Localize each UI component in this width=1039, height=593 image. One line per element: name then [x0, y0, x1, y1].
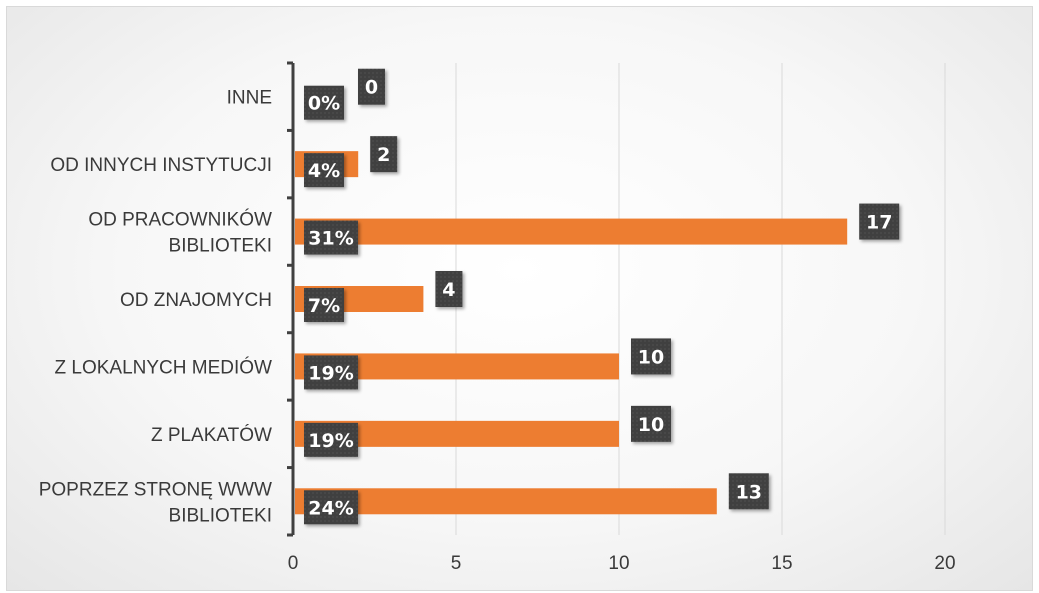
value-label-box — [631, 338, 671, 375]
percent-label-box — [304, 220, 358, 255]
percent-label: 31% — [308, 228, 353, 250]
value-label-box — [370, 136, 398, 173]
bar — [295, 218, 848, 245]
category-label: BIBLIOTEKI — [169, 236, 272, 257]
value-label: 4 — [442, 279, 455, 301]
category-label: INNE — [227, 88, 272, 109]
value-label-box — [358, 68, 385, 105]
percent-label-box — [304, 153, 344, 188]
value-label: 17 — [866, 212, 892, 234]
value-label: 13 — [736, 481, 762, 503]
value-label-box — [631, 405, 671, 442]
percent-label: 0% — [308, 93, 340, 115]
value-label-box — [435, 271, 463, 307]
percent-label: 7% — [308, 295, 340, 317]
value-label: 2 — [377, 144, 390, 166]
category-label: OD INNYCH INSTYTUCJI — [50, 155, 272, 176]
percent-label: 19% — [308, 362, 353, 384]
value-label: 10 — [638, 414, 664, 436]
percent-label-box — [304, 490, 358, 525]
value-label-box — [728, 473, 769, 510]
value-label: 0 — [365, 77, 378, 99]
percent-label: 19% — [308, 430, 353, 452]
percent-label-box — [304, 288, 344, 322]
category-label: Z LOKALNYCH MEDIÓW — [55, 356, 273, 378]
x-tick-label: 10 — [608, 553, 629, 574]
percent-label: 4% — [308, 160, 340, 182]
category-label: OD PRACOWNIKÓW — [88, 209, 272, 231]
category-label: POPRZEZ STRONĘ WWW — [39, 479, 272, 500]
percent-label-box — [304, 85, 344, 120]
percent-label-box — [304, 355, 358, 390]
x-tick-label: 20 — [934, 553, 955, 574]
category-label: BIBLIOTEKI — [169, 505, 272, 526]
percent-label-box — [304, 422, 358, 457]
percent-label: 24% — [308, 497, 353, 519]
x-tick-label: 0 — [288, 553, 299, 574]
bar — [295, 488, 717, 515]
value-label: 10 — [638, 346, 664, 368]
value-label-box — [859, 203, 900, 240]
category-label: Z PLAKATÓW — [151, 424, 272, 446]
category-label: OD ZNAJOMYCH — [120, 290, 272, 311]
x-tick-label: 15 — [771, 553, 792, 574]
x-tick-label: 5 — [451, 553, 462, 574]
